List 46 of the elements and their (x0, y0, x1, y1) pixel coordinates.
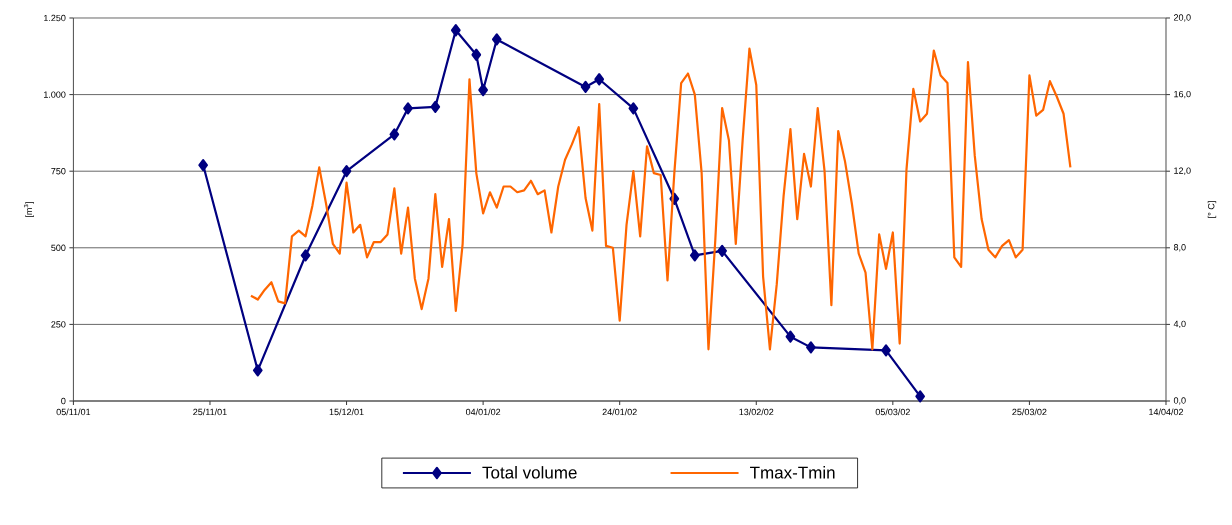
y2-tick-label: 12,0 (1174, 167, 1191, 175)
x-tick-label: 25/11/01 (193, 408, 227, 416)
y-tick-label: 1.250 (44, 14, 66, 22)
point (628, 102, 639, 115)
x-tick-label: 15/12/01 (329, 408, 364, 416)
point (785, 330, 796, 343)
point (341, 165, 352, 178)
point (717, 244, 727, 257)
line-series (249, 47, 1072, 351)
point (450, 24, 461, 37)
y2-tick-label: 0,0 (1173, 397, 1186, 405)
point (689, 249, 700, 262)
point (300, 249, 311, 262)
x-tick-label: 13/02/02 (739, 408, 774, 416)
x-tick-label: 05/11/01 (56, 408, 91, 416)
legend-label: Tmax-Tmin (750, 466, 835, 479)
y2-tick-label: 4,0 (1173, 320, 1186, 329)
y2-tick-label: 20,0 (1173, 14, 1191, 22)
legend-label: Total volume (482, 466, 577, 479)
y-tick-label: 750 (51, 168, 66, 175)
x-tick-label: 04/01/02 (465, 408, 501, 416)
y2-axis-title: [° C] (1207, 201, 1217, 218)
y2-tick-label: 8,0 (1173, 244, 1186, 252)
point (430, 100, 441, 113)
x-tick-label: 14/04/02 (1149, 408, 1184, 416)
point (403, 102, 413, 115)
x-tick-label: 25/03/02 (1012, 408, 1047, 416)
point (881, 344, 891, 357)
y-tick-label: 0 (61, 397, 66, 405)
y-tick-label: 1.000 (44, 91, 66, 98)
x-tick-label: 05/03/02 (875, 408, 910, 416)
point (198, 158, 208, 172)
y-tick-label: 500 (51, 244, 66, 251)
point (580, 80, 591, 94)
y-tick-label: 250 (51, 321, 66, 328)
x-tick-label: 24/01/02 (602, 408, 637, 416)
y-axis-title: [m$^{3}$] (23, 201, 34, 218)
point (471, 48, 482, 61)
point (594, 73, 605, 86)
y2-tick-label: 16,0 (1174, 90, 1191, 99)
point (491, 33, 502, 46)
point (252, 364, 263, 377)
point (806, 341, 816, 354)
point (478, 83, 488, 97)
point (389, 128, 400, 141)
point (915, 390, 926, 403)
